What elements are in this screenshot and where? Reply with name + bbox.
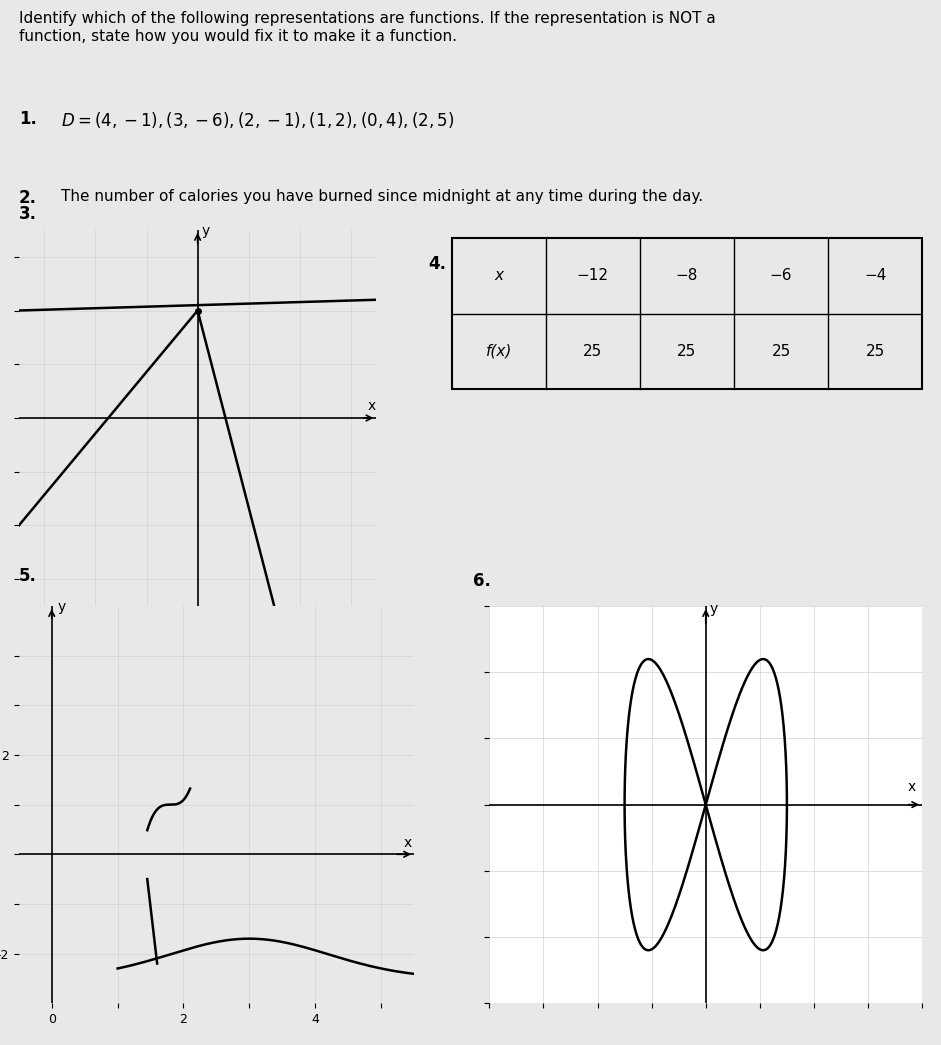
Text: 25: 25: [678, 344, 696, 358]
Text: y: y: [57, 600, 66, 614]
Text: 2.: 2.: [19, 188, 37, 207]
Text: 25: 25: [583, 344, 602, 358]
Text: The number of calories you have burned since midnight at any time during the day: The number of calories you have burned s…: [61, 188, 703, 204]
Text: f(x): f(x): [486, 344, 512, 358]
Text: 1.: 1.: [19, 111, 37, 129]
Text: x: x: [404, 836, 411, 850]
Text: Identify which of the following representations are functions. If the representa: Identify which of the following represen…: [19, 11, 715, 44]
Text: x: x: [907, 781, 916, 794]
Text: x: x: [494, 269, 503, 283]
Text: 4.: 4.: [428, 255, 446, 273]
Text: x: x: [367, 399, 375, 413]
Text: 25: 25: [772, 344, 790, 358]
Text: 25: 25: [866, 344, 885, 358]
Text: y: y: [201, 225, 210, 238]
Text: 6.: 6.: [473, 573, 491, 590]
Text: −8: −8: [676, 269, 698, 283]
Text: −6: −6: [770, 269, 792, 283]
Text: 5.: 5.: [19, 567, 37, 585]
Text: 3.: 3.: [19, 205, 37, 224]
Text: −12: −12: [577, 269, 609, 283]
Text: −4: −4: [864, 269, 886, 283]
Text: y: y: [710, 602, 718, 616]
Text: $D = (4,-1),(3,-6),(2,-1),(1,2),(0,4),(2,5)$: $D = (4,-1),(3,-6),(2,-1),(1,2),(0,4),(2…: [61, 111, 455, 131]
